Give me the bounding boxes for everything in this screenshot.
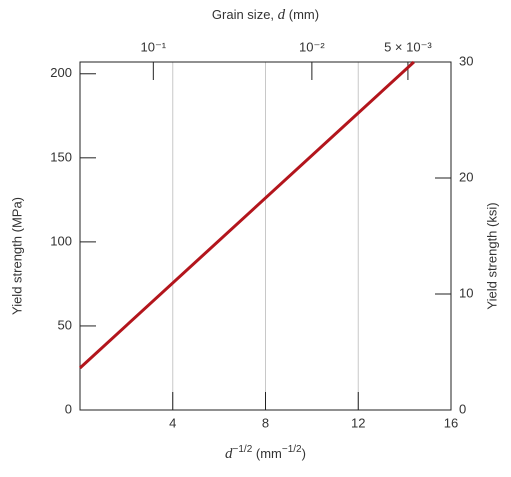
y-tick-label: 50 xyxy=(58,317,72,332)
x-axis-label: d−1/2 (mm−1/2) xyxy=(225,444,306,463)
y-tick-label: 100 xyxy=(50,233,72,248)
y-tick-label: 150 xyxy=(50,149,72,164)
top-axis-label-part: d xyxy=(278,7,286,23)
x-tick-label: 8 xyxy=(262,415,269,430)
y2-tick-label: 0 xyxy=(459,401,466,416)
top-axis-label-part: (mm) xyxy=(285,7,319,22)
plot-frame xyxy=(79,61,452,411)
y2-tick-label: 20 xyxy=(459,169,473,184)
x-axis-label-part: (mm xyxy=(252,446,282,461)
y2-axis-label: Yield strength (ksi) xyxy=(484,202,499,309)
y2-tick-label: 10 xyxy=(459,285,473,300)
x-axis-label-part: −1/2 xyxy=(282,444,302,455)
x-tick-label: 16 xyxy=(444,415,458,430)
top-axis-label-part: Grain size, xyxy=(212,7,278,22)
top-tick-label: 5 × 10⁻³ xyxy=(384,39,432,54)
x-tick-label: 4 xyxy=(169,415,176,430)
x-axis-label-part: d xyxy=(225,446,233,462)
y-tick-label: 0 xyxy=(65,401,72,416)
y2-tick-label: 30 xyxy=(459,53,473,68)
x-tick-label: 12 xyxy=(351,415,365,430)
y-tick-label: 200 xyxy=(50,65,72,80)
x-axis-label-part: −1/2 xyxy=(233,444,253,455)
data-line xyxy=(78,60,415,370)
top-tick-label: 10⁻¹ xyxy=(140,39,166,54)
y-axis-label: Yield strength (MPa) xyxy=(9,197,24,315)
top-axis-label: Grain size, d (mm) xyxy=(212,7,319,23)
top-tick-label: 10⁻² xyxy=(299,39,325,54)
x-axis-label-part: ) xyxy=(302,446,306,461)
